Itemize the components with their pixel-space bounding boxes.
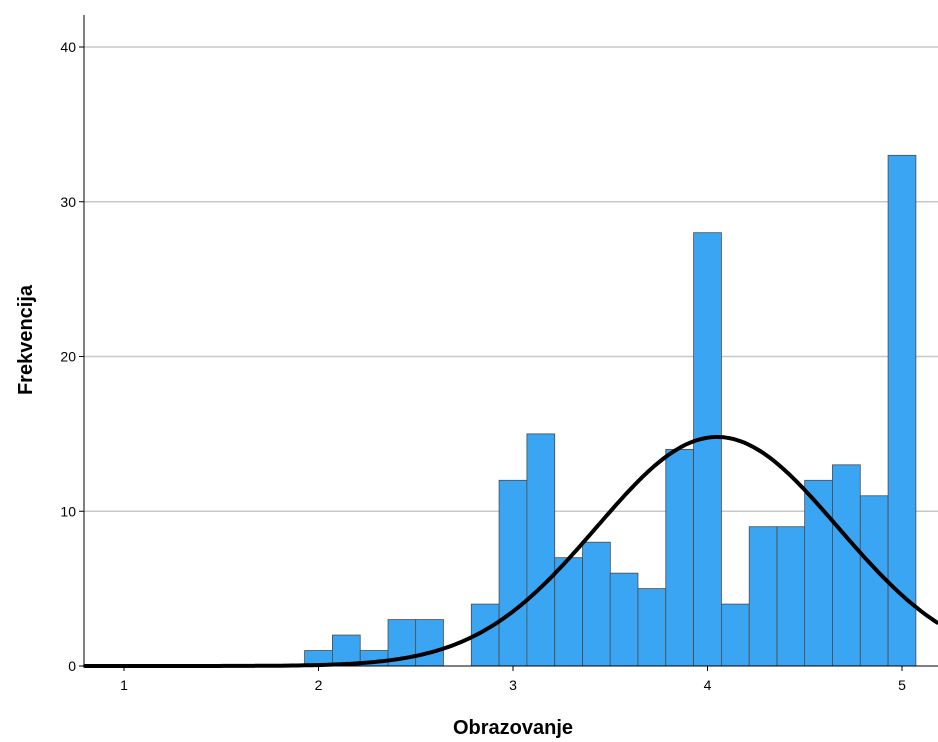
histogram-bar — [554, 557, 583, 667]
axes — [79, 15, 938, 671]
y-axis-title: Frekvencija — [15, 284, 37, 395]
histogram-bar — [693, 232, 722, 667]
histogram-bar — [832, 464, 861, 667]
y-tick-label: 0 — [68, 658, 76, 674]
histogram-bar — [415, 619, 444, 667]
y-tick-label: 40 — [60, 39, 76, 55]
histogram-bar — [721, 603, 750, 667]
y-tick-label: 30 — [60, 194, 76, 210]
histogram-bars — [304, 154, 917, 667]
tick-labels: 0 10 20 30 40 1 2 3 4 5 — [60, 39, 906, 693]
y-tick-label: 20 — [60, 349, 76, 365]
histogram-bar — [582, 541, 611, 667]
x-axis-title: Obrazovanje — [453, 717, 573, 739]
x-tick-label: 5 — [898, 677, 906, 693]
histogram-bar — [859, 495, 889, 667]
histogram-bar — [804, 479, 833, 667]
histogram-bar — [748, 526, 778, 667]
x-tick-label: 2 — [315, 677, 323, 693]
histogram-bar — [609, 572, 639, 667]
histogram-bar — [332, 634, 361, 667]
histogram-bar — [776, 526, 806, 667]
histogram-bar — [887, 154, 917, 667]
histogram-bar — [526, 433, 556, 667]
x-tick-label: 4 — [704, 677, 712, 693]
histogram-bar — [665, 448, 694, 667]
y-tick-label: 10 — [60, 503, 76, 519]
x-tick-label: 3 — [509, 677, 517, 693]
histogram-bar — [637, 588, 667, 667]
histogram-bar — [498, 479, 528, 667]
gridlines — [84, 46, 938, 512]
x-tick-label: 1 — [120, 677, 128, 693]
